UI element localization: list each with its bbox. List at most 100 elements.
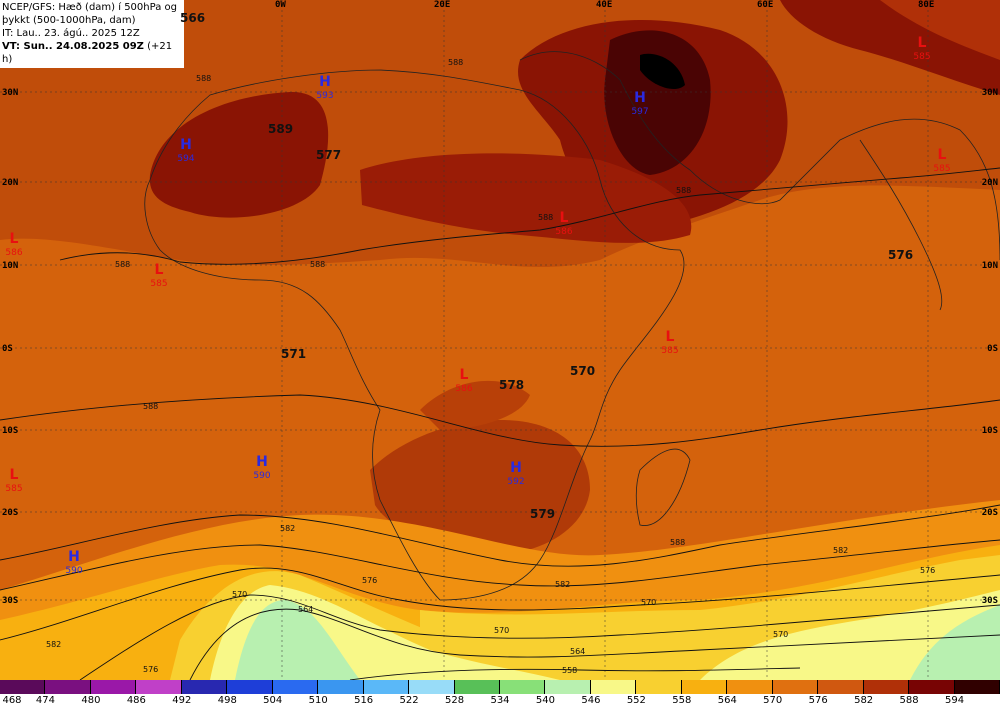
thickness-label: 566 — [180, 11, 206, 25]
center-value: 590 — [253, 471, 271, 481]
color-scale-label: 468 — [2, 695, 22, 706]
color-scale-swatch — [136, 680, 182, 694]
thickness-label: 576 — [888, 248, 914, 262]
contour-label: 588 — [448, 58, 464, 67]
lat-label: 10S — [981, 426, 998, 436]
color-scale-swatch — [181, 680, 228, 694]
contour-label: 570 — [773, 630, 789, 639]
color-scale-bar: 468 474 480 486 492 498 504 510 516 522 528 534 540 5… — [0, 680, 1000, 709]
low-center: L 586 — [2, 232, 26, 260]
lat-label: 10S — [2, 426, 19, 436]
high-center: H 590 — [250, 455, 274, 483]
contour-label: 582 — [46, 640, 62, 649]
color-scale-swatch — [545, 680, 591, 694]
color-scale-swatch — [772, 680, 819, 694]
color-scale-swatch — [681, 680, 728, 694]
contour-label: 570 — [232, 590, 248, 599]
color-scale-label: 576 — [808, 695, 828, 706]
thickness-label: 571 — [281, 347, 307, 361]
color-scale-label: 558 — [672, 695, 692, 706]
color-scale-swatch — [227, 680, 273, 694]
contour-label: 582 — [555, 580, 571, 589]
color-scale-swatch — [727, 680, 773, 694]
contour-label: 582 — [280, 524, 296, 533]
center-value: 594 — [177, 154, 195, 164]
lat-label: 0S — [2, 344, 13, 354]
thickness-label: 579 — [530, 507, 556, 521]
lat-label: 30S — [981, 596, 998, 606]
low-center: L 585 — [930, 148, 954, 176]
lat-label: 10N — [2, 261, 19, 271]
contour-label: 588 — [310, 260, 326, 269]
high-center: H 590 — [62, 550, 86, 578]
lat-label: 0S — [987, 344, 998, 354]
low-center: L 586 — [452, 368, 476, 396]
contour-label: 588 — [676, 186, 692, 195]
color-scale-label: 540 — [535, 695, 555, 706]
title-line-2: þykkt (500-1000hPa, dam) — [2, 15, 136, 26]
low-center: L 585 — [147, 263, 171, 291]
lat-label: 20N — [2, 178, 19, 188]
contour-label: 558 — [562, 666, 578, 675]
center-value: 585 — [661, 346, 679, 356]
color-scale-label: 570 — [763, 695, 783, 706]
contour-label: 588 — [143, 402, 159, 411]
lat-label: 30S — [2, 596, 19, 606]
low-center: L 585 — [658, 330, 682, 358]
lat-label: 20N — [981, 178, 998, 188]
title-line-4: VT: Sun.. 24.08.2025 09Z (+21 h) — [2, 40, 182, 66]
color-scale-label: 504 — [263, 695, 283, 706]
contour-label: 570 — [494, 626, 510, 635]
high-center: H 593 — [313, 75, 337, 103]
center-value: 592 — [507, 477, 525, 487]
color-scale-swatch — [590, 680, 637, 694]
title-line-1: NCEP/GFS: Hæð (dam) í 500hPa og — [2, 2, 177, 13]
lat-label: 20S — [981, 508, 998, 518]
low-center: L 585 — [2, 468, 26, 496]
thickness-label: 578 — [499, 378, 525, 392]
lat-label: 20S — [2, 508, 19, 518]
valid-time: VT: Sun.. 24.08.2025 09Z — [2, 41, 144, 52]
lat-label: 30N — [2, 88, 19, 98]
low-center: L 585 — [910, 36, 934, 64]
center-value: 586 — [5, 248, 23, 258]
lat-label: 10N — [981, 261, 998, 271]
high-center: H 592 — [504, 461, 528, 489]
center-value: 585 — [913, 52, 931, 62]
color-scale-labels: 468 474 480 486 492 498 504 510 516 522 528 534 540 5… — [0, 694, 1000, 709]
color-scale-label: 594 — [944, 695, 965, 706]
contour-label: 564 — [570, 647, 586, 656]
center-value: 585 — [933, 164, 951, 174]
color-scale-label: 528 — [444, 695, 465, 706]
center-value: 593 — [316, 91, 334, 101]
color-scale-label: 486 — [126, 695, 146, 706]
center-value: 590 — [65, 566, 83, 576]
title-line-3: IT: Lau.. 23. ágú.. 2025 12Z — [2, 28, 140, 39]
color-scale-swatch — [499, 680, 546, 694]
forecast-hour: (+21 h) — [2, 41, 173, 65]
lon-label: 0W — [275, 0, 286, 10]
color-scale-swatch — [409, 680, 455, 694]
color-scale-label: 534 — [490, 695, 510, 706]
color-scale-label: 474 — [35, 695, 55, 706]
color-scale-swatch — [318, 680, 364, 694]
contour-label: 576 — [362, 576, 378, 585]
color-scale-label: 552 — [626, 695, 646, 706]
contour-label: 588 — [538, 213, 554, 222]
low-center: L 586 — [552, 211, 576, 239]
color-scale-swatch — [454, 680, 500, 694]
contour-label: 588 — [670, 538, 686, 547]
center-value: 585 — [5, 484, 23, 494]
color-scale-label: 582 — [854, 695, 874, 706]
color-scale-label: 516 — [354, 695, 374, 706]
color-scale-label: 588 — [899, 695, 919, 706]
high-center: H 597 — [628, 91, 652, 119]
color-scale-swatch — [0, 680, 46, 694]
contour-label: 576 — [143, 665, 159, 674]
color-scale-swatch — [818, 680, 864, 694]
contour-label: 588 — [196, 74, 212, 83]
center-value: 586 — [455, 384, 473, 394]
center-value: 585 — [150, 279, 168, 289]
color-scale-label: 546 — [581, 695, 601, 706]
color-scale-label: 522 — [399, 695, 419, 706]
